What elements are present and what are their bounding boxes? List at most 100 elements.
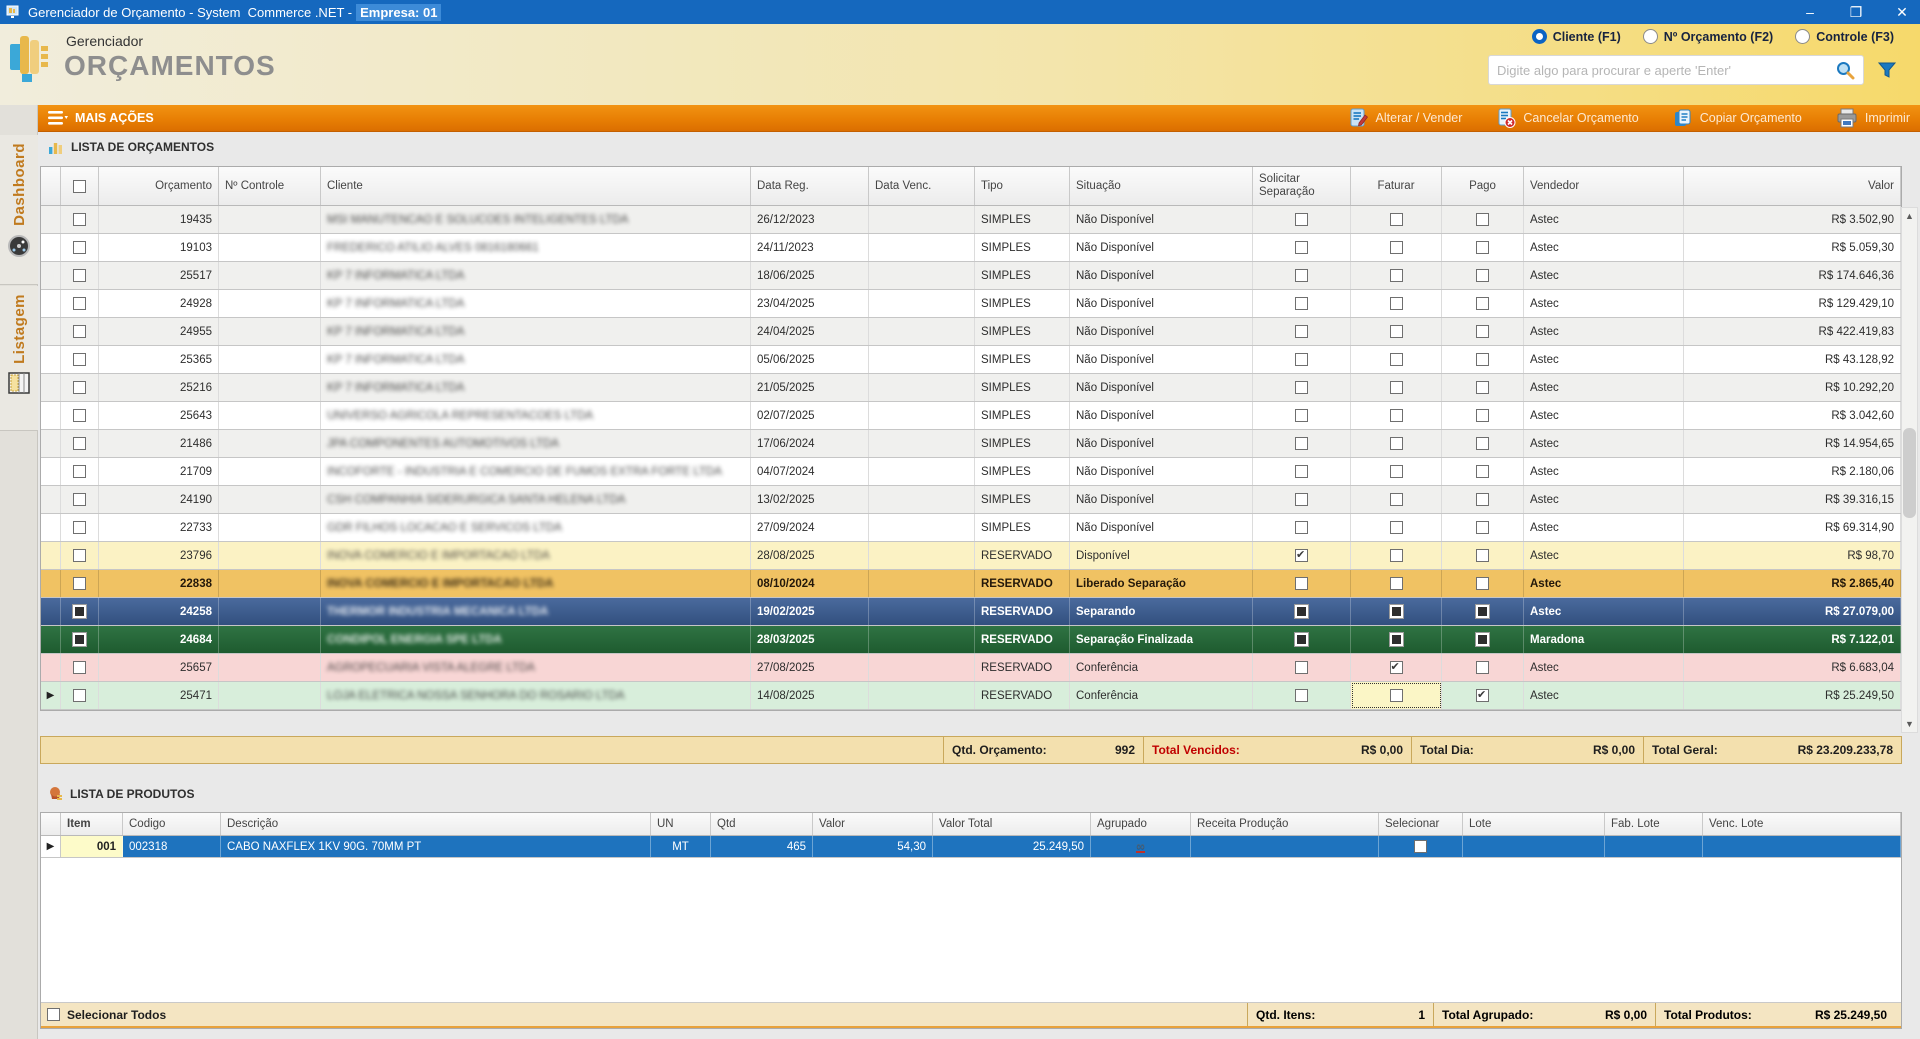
row-select-cell[interactable]: [61, 234, 99, 261]
column-header[interactable]: Pago: [1442, 167, 1524, 205]
checkbox[interactable]: [1476, 325, 1489, 338]
cell-faturar[interactable]: [1351, 318, 1442, 345]
produto-row[interactable]: ▶001002318CABO NAXFLEX 1KV 90G. 70MM PTM…: [41, 836, 1901, 858]
cell-solicitar-separacao[interactable]: [1253, 346, 1351, 373]
cell-faturar[interactable]: [1351, 486, 1442, 513]
cell-faturar[interactable]: [1351, 346, 1442, 373]
row-select-cell[interactable]: [61, 318, 99, 345]
checkbox[interactable]: [1295, 549, 1308, 562]
column-header[interactable]: Selecionar: [1379, 813, 1463, 835]
row-select-cell[interactable]: [61, 374, 99, 401]
orcamento-row[interactable]: 22733GDR FILHOS LOCACAO E SERVICOS LTDA2…: [41, 514, 1901, 542]
checkbox[interactable]: [1295, 269, 1308, 282]
row-select-cell[interactable]: [61, 486, 99, 513]
cell-pago[interactable]: [1442, 598, 1524, 625]
cell-faturar[interactable]: [1351, 458, 1442, 485]
cell-pago[interactable]: [1442, 682, 1524, 709]
cell-faturar[interactable]: [1351, 234, 1442, 261]
cell-solicitar-separacao[interactable]: [1253, 626, 1351, 653]
checkbox[interactable]: [1476, 437, 1489, 450]
radio-controle[interactable]: Controle (F3): [1795, 29, 1894, 44]
checkbox[interactable]: [1390, 241, 1403, 254]
column-header[interactable]: [61, 167, 99, 205]
orcamento-row[interactable]: 21709INCOFORTE - INDUSTRIA E COMERCIO DE…: [41, 458, 1901, 486]
row-select-cell[interactable]: [61, 542, 99, 569]
row-select-cell[interactable]: [61, 514, 99, 541]
checkbox[interactable]: [73, 521, 86, 534]
sidebar-tab-dashboard[interactable]: Dashboard: [0, 135, 38, 285]
checkbox[interactable]: [1390, 493, 1403, 506]
radio-num-orcamento[interactable]: Nº Orçamento (F2): [1643, 29, 1773, 44]
filter-button[interactable]: [1872, 57, 1902, 83]
checkbox[interactable]: [1390, 661, 1403, 674]
column-header[interactable]: [41, 813, 61, 835]
checkbox[interactable]: [1390, 633, 1403, 646]
orcamento-row[interactable]: 24190CSH COMPANHIA SIDERURGICA SANTA HEL…: [41, 486, 1901, 514]
checkbox[interactable]: [1390, 353, 1403, 366]
checkbox[interactable]: [1476, 661, 1489, 674]
column-header[interactable]: Cliente: [321, 167, 751, 205]
checkbox[interactable]: [73, 605, 86, 618]
checkbox[interactable]: [1295, 297, 1308, 310]
checkbox[interactable]: [73, 241, 86, 254]
checkbox[interactable]: [1390, 325, 1403, 338]
scroll-up-icon[interactable]: ▲: [1902, 208, 1917, 224]
cell-selecionar[interactable]: [1379, 836, 1463, 857]
column-header[interactable]: Valor: [813, 813, 933, 835]
checkbox[interactable]: [1476, 381, 1489, 394]
checkbox[interactable]: [73, 381, 86, 394]
checkbox[interactable]: [1390, 521, 1403, 534]
cell-faturar[interactable]: [1351, 598, 1442, 625]
cell-solicitar-separacao[interactable]: [1253, 598, 1351, 625]
column-header[interactable]: Descrição: [221, 813, 651, 835]
cell-solicitar-separacao[interactable]: [1253, 430, 1351, 457]
checkbox[interactable]: [1295, 381, 1308, 394]
checkbox[interactable]: [1476, 633, 1489, 646]
checkbox[interactable]: [73, 437, 86, 450]
cell-pago[interactable]: [1442, 374, 1524, 401]
row-select-cell[interactable]: [61, 682, 99, 709]
cell-solicitar-separacao[interactable]: [1253, 234, 1351, 261]
cell-pago[interactable]: [1442, 542, 1524, 569]
scroll-down-icon[interactable]: ▼: [1902, 716, 1917, 732]
search-icon[interactable]: [1835, 60, 1855, 80]
cell-solicitar-separacao[interactable]: [1253, 402, 1351, 429]
checkbox[interactable]: [1476, 409, 1489, 422]
checkbox[interactable]: [1295, 409, 1308, 422]
cell-solicitar-separacao[interactable]: [1253, 458, 1351, 485]
checkbox[interactable]: [1476, 241, 1489, 254]
checkbox[interactable]: [1295, 493, 1308, 506]
cell-solicitar-separacao[interactable]: [1253, 486, 1351, 513]
orcamento-row[interactable]: 23796INOVA COMERCIO E IMPORTACAO LTDA28/…: [41, 542, 1901, 570]
checkbox[interactable]: [1476, 269, 1489, 282]
alterar-vender-button[interactable]: Alterar / Vender: [1349, 108, 1463, 128]
cell-solicitar-separacao[interactable]: [1253, 290, 1351, 317]
cell-solicitar-separacao[interactable]: [1253, 318, 1351, 345]
row-select-cell[interactable]: [61, 598, 99, 625]
select-all-checkbox[interactable]: [47, 1008, 60, 1021]
mais-acoes-menu[interactable]: MAIS AÇÕES: [48, 111, 154, 125]
cell-faturar[interactable]: [1351, 682, 1442, 709]
checkbox[interactable]: [1390, 549, 1403, 562]
checkbox[interactable]: [1476, 549, 1489, 562]
checkbox[interactable]: [73, 409, 86, 422]
column-header[interactable]: UN: [651, 813, 711, 835]
scrollbar-thumb[interactable]: [1903, 428, 1916, 518]
row-select-cell[interactable]: [61, 570, 99, 597]
checkbox[interactable]: [1390, 689, 1403, 702]
checkbox[interactable]: [1295, 325, 1308, 338]
checkbox[interactable]: [73, 661, 86, 674]
cancelar-orcamento-button[interactable]: Cancelar Orçamento: [1496, 108, 1638, 128]
orcamento-row[interactable]: 25643UNIVERSO AGRICOLA REPRESENTACOES LT…: [41, 402, 1901, 430]
cell-pago[interactable]: [1442, 514, 1524, 541]
cell-solicitar-separacao[interactable]: [1253, 262, 1351, 289]
radio-cliente[interactable]: Cliente (F1): [1532, 29, 1621, 44]
orcamento-row[interactable]: 24684CONDIPOL ENERGIA SPE LTDA28/03/2025…: [41, 626, 1901, 654]
row-select-cell[interactable]: [61, 206, 99, 233]
radio-cliente-control[interactable]: [1532, 29, 1547, 44]
column-header[interactable]: Item: [61, 813, 123, 835]
column-header[interactable]: Agrupado: [1091, 813, 1191, 835]
cell-pago[interactable]: [1442, 654, 1524, 681]
search-input[interactable]: [1497, 63, 1835, 78]
checkbox[interactable]: [1390, 213, 1403, 226]
